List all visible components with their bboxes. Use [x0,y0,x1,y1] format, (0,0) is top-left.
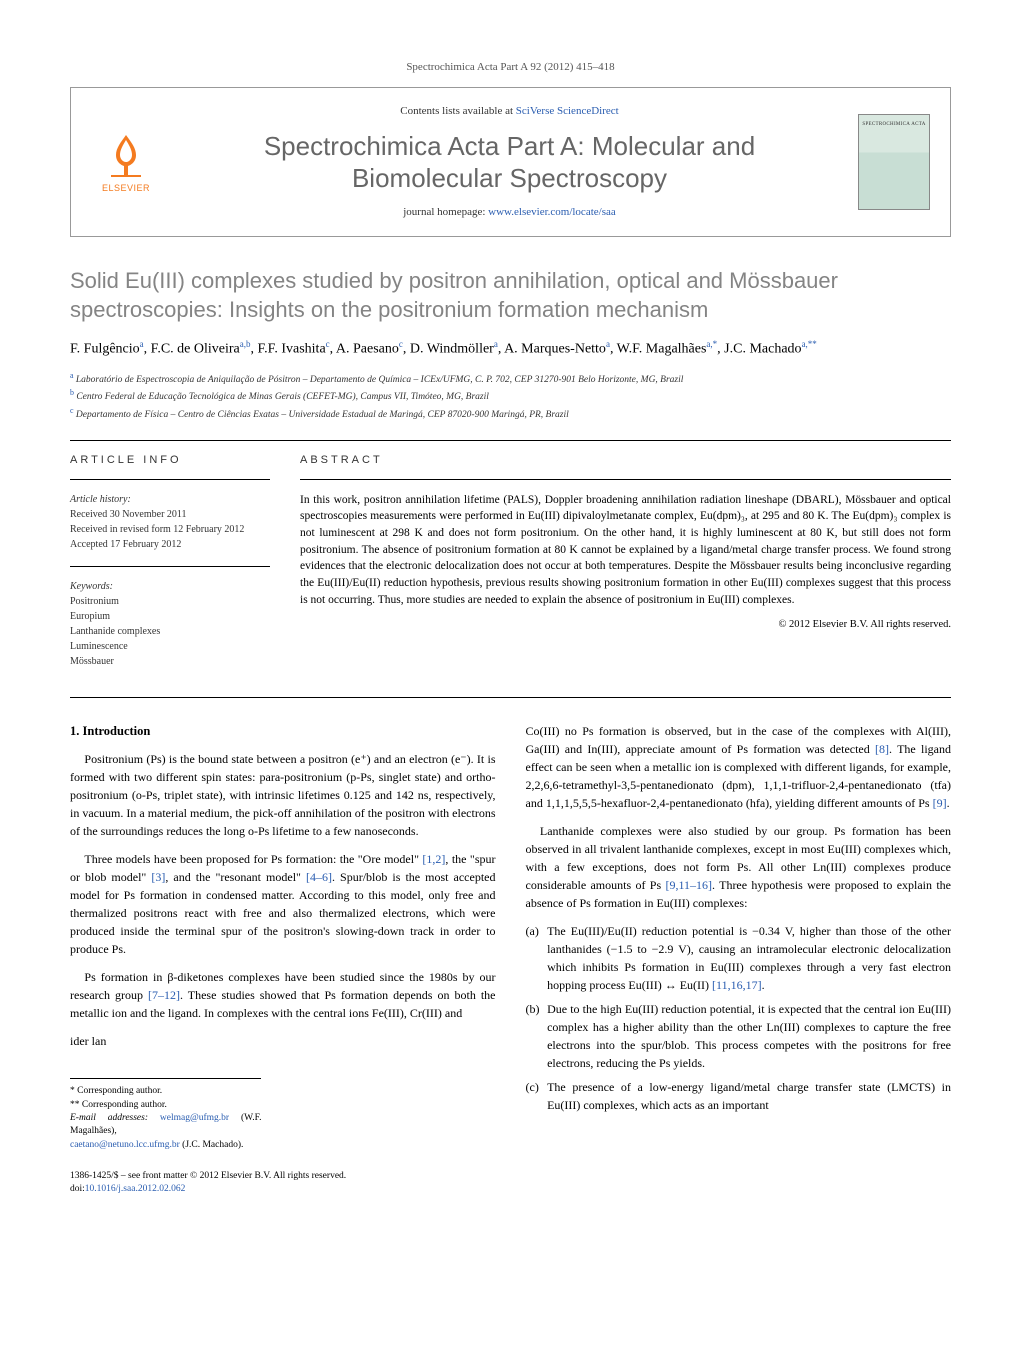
homepage-prefix: journal homepage: [403,206,488,218]
list-item: (a)The Eu(III)/Eu(II) reduction potentia… [526,922,952,994]
email-label: E-mail addresses: [70,1113,160,1123]
journal-title: Spectrochimica Acta Part A: Molecular an… [179,130,840,195]
list-marker: (a) [526,922,548,994]
list-text: Due to the high Eu(III) reduction potent… [547,1000,951,1072]
history-line: Received 30 November 2011 [70,507,270,522]
body-paragraph: Three models have been proposed for Ps f… [70,850,496,958]
abstract-column: abstract In this work, positron annihila… [300,453,951,682]
list-marker: (b) [526,1000,548,1072]
body-columns: 1. Introduction Positronium (Ps) is the … [70,722,951,1197]
keyword: Lanthanide complexes [70,624,270,639]
keywords-block: Keywords: Positronium Europium Lanthanid… [70,579,270,669]
journal-homepage: journal homepage: www.elsevier.com/locat… [179,205,840,220]
email-link-2[interactable]: caetano@netuno.lcc.ufmg.br [70,1140,180,1150]
article-info-column: article info Article history: Received 3… [70,453,270,682]
keyword: Mössbauer [70,654,270,669]
list-item: (b)Due to the high Eu(III) reduction pot… [526,1000,952,1072]
history-line: Accepted 17 February 2012 [70,537,270,552]
doi-prefix: doi: [70,1184,85,1194]
email-name-2: (J.C. Machado). [180,1140,244,1150]
corresponding-note-1: * Corresponding author. [70,1085,261,1098]
article-info-heading: article info [70,453,270,468]
corresponding-note-2: ** Corresponding author. [70,1099,261,1112]
sciencedirect-link[interactable]: SciVerse ScienceDirect [516,105,619,117]
homepage-link[interactable]: www.elsevier.com/locate/saa [488,206,616,218]
publisher-logo: ELSEVIER [91,122,161,202]
keyword: Luminescence [70,639,270,654]
journal-cover-thumb: SPECTROCHIMICA ACTA [858,114,930,210]
list-item: (c)The presence of a low-energy ligand/m… [526,1078,952,1114]
journal-header: ELSEVIER Contents lists available at Sci… [70,87,951,237]
contents-prefix: Contents lists available at [400,105,515,117]
history-line: Received in revised form 12 February 201… [70,522,270,537]
right-column: Co(III) no Ps formation is observed, but… [526,722,952,1197]
journal-title-line2: Biomolecular Spectroscopy [352,163,667,193]
footer-block: 1386-1425/$ – see front matter © 2012 El… [70,1170,496,1197]
header-center: Contents lists available at SciVerse Sci… [179,104,840,220]
authors-list: F. Fulgêncioa, F.C. de Oliveiraa,b, F.F.… [70,338,951,360]
publisher-name: ELSEVIER [102,182,150,195]
list-text: The presence of a low-energy ligand/meta… [547,1078,951,1114]
list-marker: (c) [526,1078,548,1114]
section-1-heading: 1. Introduction [70,722,496,741]
keyword: Positronium [70,594,270,609]
email-link-1[interactable]: welmag@ufmg.br [160,1113,229,1123]
body-paragraph: Ps formation in β-diketones complexes ha… [70,968,496,1022]
citation-line: Spectrochimica Acta Part A 92 (2012) 415… [70,60,951,75]
article-history-block: Article history: Received 30 November 20… [70,492,270,552]
page-root: Spectrochimica Acta Part A 92 (2012) 415… [0,0,1021,1236]
abstract-text: In this work, positron annihilation life… [300,492,951,609]
divider-info-1 [70,479,270,480]
abstract-heading: abstract [300,453,951,468]
elsevier-tree-icon [101,130,151,180]
hypothesis-list: (a)The Eu(III)/Eu(II) reduction potentia… [526,922,952,1114]
keyword: Europium [70,609,270,624]
abstract-copyright: © 2012 Elsevier B.V. All rights reserved… [300,618,951,633]
affiliations-list: a Laboratório de Espectroscopia de Aniqu… [70,370,951,422]
body-paragraph: Positronium (Ps) is the bound state betw… [70,750,496,840]
issn-line: 1386-1425/$ – see front matter © 2012 El… [70,1170,496,1183]
history-label: Article history: [70,492,270,507]
divider-info-2 [70,566,270,567]
footnotes: * Corresponding author. ** Corresponding… [70,1078,261,1151]
keywords-label: Keywords: [70,579,270,594]
cover-thumb-label: SPECTROCHIMICA ACTA [862,121,925,128]
body-paragraph: Co(III) no Ps formation is observed, but… [526,722,952,812]
divider-abstract [300,479,951,480]
doi-link[interactable]: 10.1016/j.saa.2012.02.062 [85,1184,186,1194]
divider-bottom [70,697,951,698]
email-line: E-mail addresses: welmag@ufmg.br (W.F. M… [70,1112,261,1152]
doi-line: doi:10.1016/j.saa.2012.02.062 [70,1183,496,1196]
journal-title-line1: Spectrochimica Acta Part A: Molecular an… [264,131,755,161]
body-paragraph: Lanthanide complexes were also studied b… [526,822,952,912]
info-abstract-row: article info Article history: Received 3… [70,453,951,682]
article-title: Solid Eu(III) complexes studied by posit… [70,267,951,324]
list-text: The Eu(III)/Eu(II) reduction potential i… [547,922,951,994]
divider-top [70,440,951,441]
contents-line: Contents lists available at SciVerse Sci… [179,104,840,119]
left-column: 1. Introduction Positronium (Ps) is the … [70,722,496,1197]
